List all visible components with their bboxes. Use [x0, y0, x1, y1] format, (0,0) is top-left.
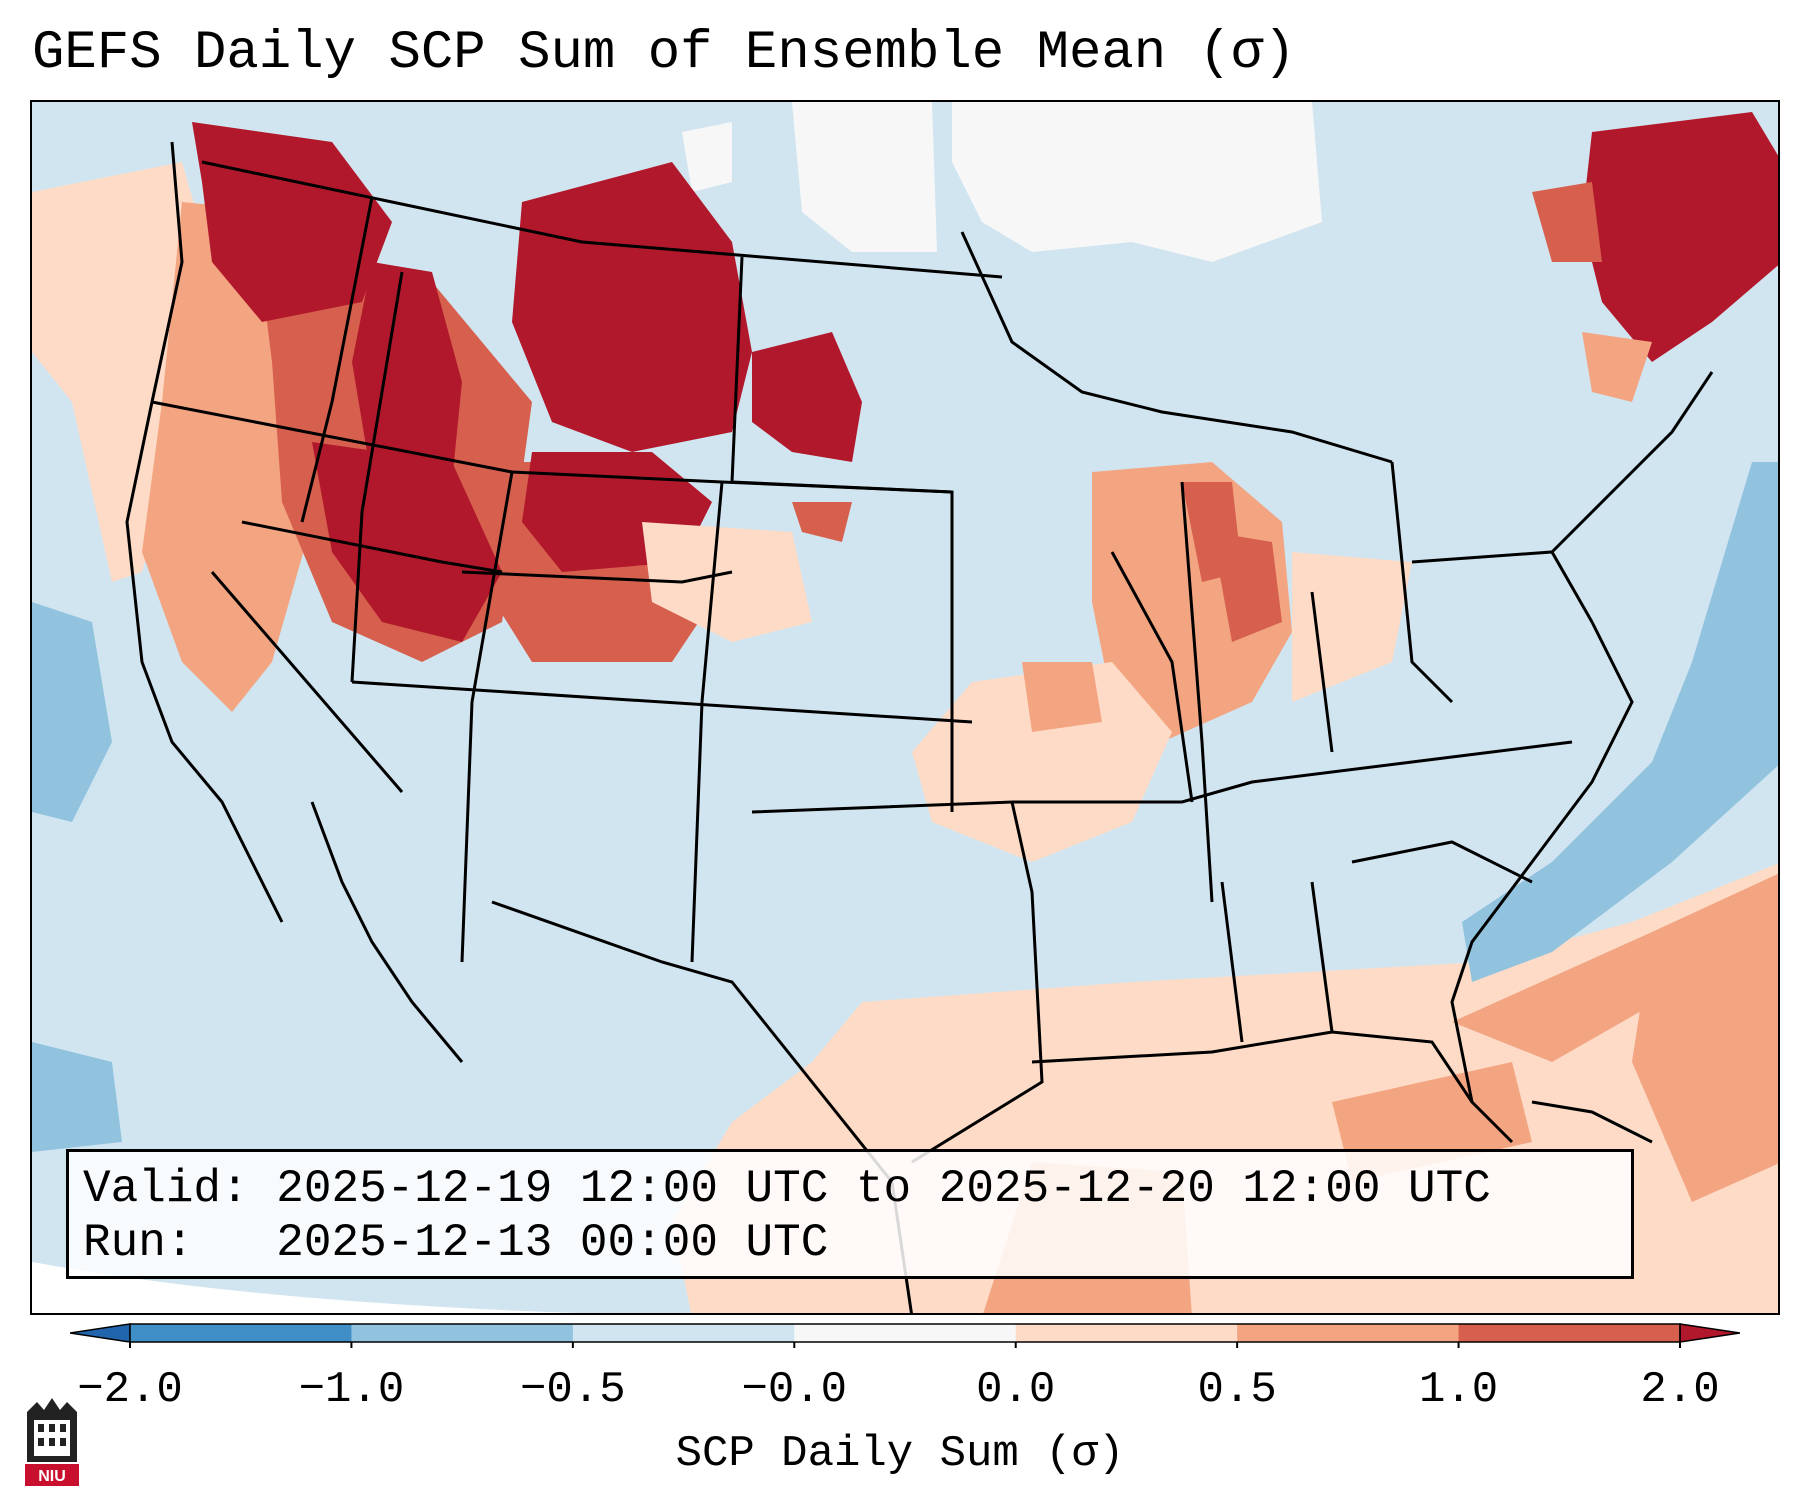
southern-tier-line [1012, 740, 1573, 804]
id-line [350, 271, 404, 683]
colorbar-segments [70, 1323, 1740, 1348]
validity-info-box: Valid: 2025-12-19 12:00 UTC to 2025-12-2… [66, 1149, 1634, 1279]
colorbar-tick-label: −1.0 [298, 1365, 405, 1415]
colorbar-tick-label: −0.0 [741, 1365, 848, 1415]
ms-al-line [1220, 881, 1244, 1043]
run-label: Run: [83, 1217, 194, 1269]
new-england-coast [1550, 371, 1714, 554]
region-northern-rockies [312, 442, 502, 642]
run-line: Run: 2025-12-13 00:00 UTC [83, 1216, 1617, 1270]
colorbar-label: SCP Daily Sum (σ) [675, 1429, 1125, 1479]
al-ga-line [1310, 881, 1334, 1033]
run-value: 2025-12-13 00:00 UTC [276, 1217, 829, 1269]
mo-il-line [1110, 551, 1194, 803]
region-atlantic-southeast [1452, 873, 1778, 1202]
in-oh-line [1310, 591, 1334, 753]
map-panel [30, 100, 1780, 1315]
niu-logo: NIU [25, 1398, 79, 1486]
il-in-line [1180, 481, 1214, 903]
colorbar-segment [1237, 1324, 1460, 1342]
region-new-england [1532, 112, 1778, 402]
colorbar-tick-label: 0.5 [1197, 1365, 1277, 1415]
state-line-oregon-nevada [241, 520, 503, 574]
us-canada-border [201, 160, 1003, 279]
colorbar-segment [1458, 1324, 1681, 1342]
ca-nv-line [210, 571, 404, 793]
wa-id-line [300, 196, 374, 523]
region-pacific-southwest [32, 602, 122, 1152]
colorbar-tick-label: −2.0 [77, 1365, 183, 1415]
region-canada-north [682, 102, 1322, 262]
colorbar-segment [351, 1324, 574, 1342]
colorbar-segment [1015, 1324, 1238, 1342]
co-nm-line [690, 481, 724, 963]
great-lakes-outline [960, 231, 1393, 464]
oklahoma-texas [751, 800, 1044, 1164]
chart-title: GEFS Daily SCP Sum of Ensemble Mean (σ) [32, 23, 1296, 84]
valid-line: Valid: 2025-12-19 12:00 UTC to 2025-12-2… [83, 1162, 1617, 1216]
logo-text: NIU [38, 1468, 66, 1485]
valid-value: 2025-12-19 12:00 UTC to 2025-12-20 12:00… [276, 1163, 1491, 1215]
wy-co-line [461, 570, 733, 584]
colorbar-outline [129, 1323, 1681, 1343]
pacific-coastline [125, 141, 284, 923]
region-atlantic-offshore [1462, 462, 1778, 982]
region-pacific-northwest [192, 122, 462, 482]
region-offshore-pacific [32, 162, 222, 582]
colorbar-tick-label: 2.0 [1640, 1365, 1720, 1415]
colorbar [70, 1323, 1740, 1348]
oh-pa-line [1390, 461, 1454, 704]
valid-label: Valid: [83, 1163, 249, 1215]
ut-az-line [460, 471, 514, 963]
colorbar-under-arrow [70, 1323, 131, 1343]
dakotas-line [730, 256, 953, 494]
colorbar-tick-label: −0.5 [520, 1365, 626, 1415]
mid-latitude-line [351, 680, 973, 724]
map-canvas [32, 102, 1778, 1313]
baja-coastline [310, 801, 464, 1063]
colorbar-over-arrow [1679, 1323, 1740, 1343]
colorbar-tick-label: 0.0 [976, 1365, 1056, 1415]
atlantic-coastline [1450, 621, 1634, 1144]
sc-nc-line [1351, 840, 1533, 884]
colorbar-segment [794, 1324, 1017, 1342]
cuba-outline [1531, 1100, 1653, 1144]
colorbar-tick-label: 1.0 [1418, 1365, 1499, 1415]
colorbar-segment [130, 1324, 352, 1342]
region-north-dakota [642, 522, 812, 642]
region-northern-plains [752, 332, 862, 542]
colorbar-segment [572, 1324, 795, 1342]
off-projection-area [32, 1262, 578, 1313]
